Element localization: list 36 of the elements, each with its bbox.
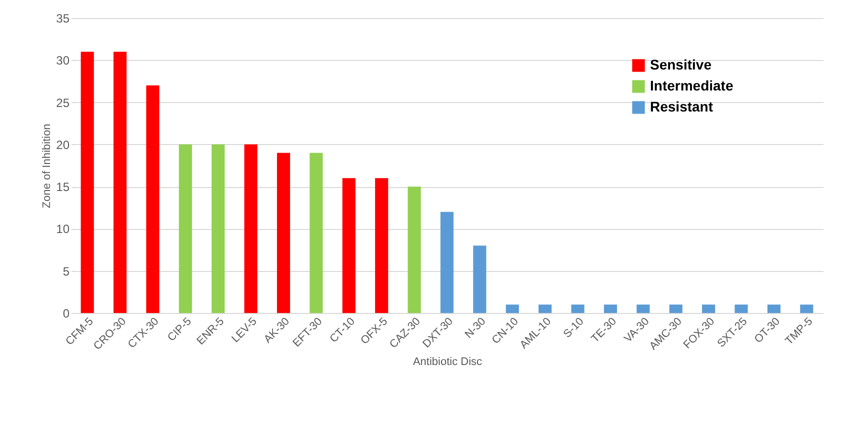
y-axis-title: Zone of Inhibition [41,124,54,208]
bar [734,304,748,313]
x-axis-title: Antibiotic Disc [412,356,483,368]
bar [212,144,225,313]
bar [114,52,127,313]
y-tick-label: 5 [62,264,70,278]
legend-label: Intermediate [650,78,734,94]
y-tick-label: 35 [56,12,70,26]
bar [571,304,584,313]
legend-label: Sensitive [650,56,712,72]
bar [178,144,192,313]
bar [669,304,682,313]
bar [636,304,650,313]
y-tick-label: 30 [56,54,70,68]
bar [473,246,486,313]
bar [800,304,814,313]
bar [80,52,94,313]
bar [146,85,160,313]
bar [310,152,323,313]
bar [604,304,618,313]
bar [276,152,290,313]
bar [244,144,258,313]
bar [538,304,552,313]
bar [342,178,356,313]
y-tick-label: 20 [56,138,70,152]
bar [506,304,519,313]
legend-label: Resistant [650,98,714,114]
y-tick-label: 10 [56,222,70,236]
y-tick-label: 0 [62,306,70,320]
bar [702,304,716,313]
bar [375,178,388,313]
bar [440,212,454,313]
bar [408,186,421,313]
y-tick-label: 15 [56,180,70,194]
y-tick-label: 25 [56,96,70,110]
bar [767,304,780,313]
